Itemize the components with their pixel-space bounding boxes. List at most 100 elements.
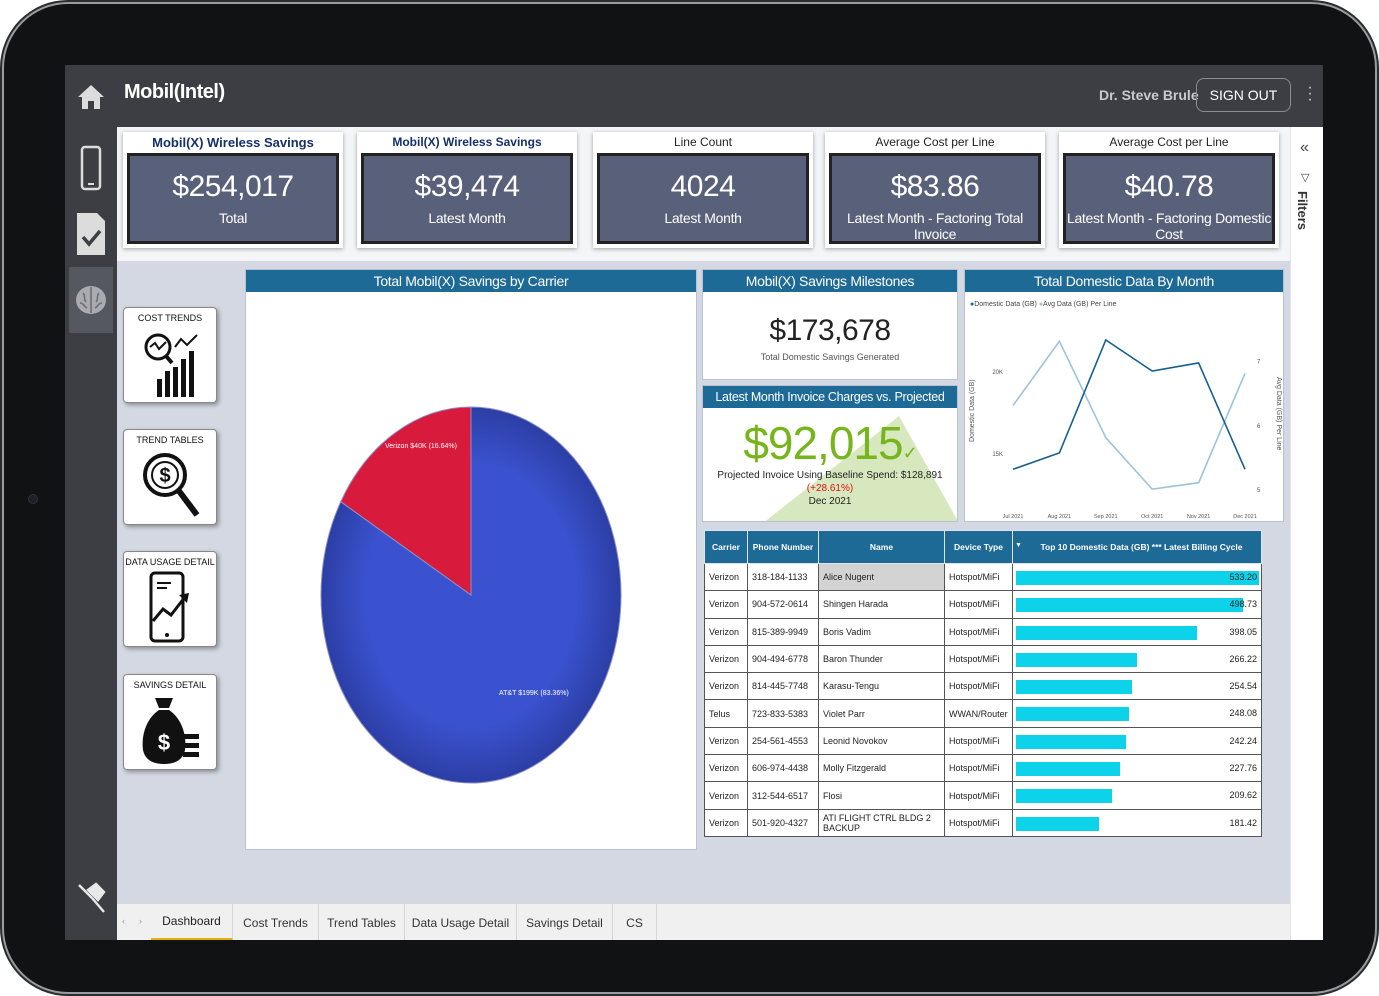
nav-card-label: DATA USAGE DETAIL — [125, 557, 215, 567]
table-cell: Verizon — [704, 590, 748, 619]
line-chart-legend: ●Domestic Data (GB) ●Avg Data (GB) Per L… — [970, 301, 1116, 308]
table-cell: Hotspot/MiFi — [944, 644, 1013, 674]
data-bar-cell: 209.62 — [1012, 781, 1262, 810]
table-cell: ATI FLIGHT CTRL BLDG 2 BACKUP — [818, 808, 945, 837]
table-cell: Hotspot/MiFi — [944, 617, 1013, 646]
table-cell: 815-389-9949 — [747, 617, 819, 646]
home-icon[interactable] — [69, 77, 113, 117]
table-cell: 904-494-6778 — [747, 644, 819, 674]
sort-desc-icon: ▼ — [1015, 542, 1022, 549]
table-row[interactable]: Verizon 606-974-4438 Molly Fitzgerald Hotsp… — [704, 754, 1262, 783]
tab-cs[interactable]: CS — [613, 904, 657, 940]
x-tick-label: Jul 2021 — [1003, 514, 1024, 520]
table-row[interactable]: Verizon 814-445-7748 Karasu-Tengu Hotspot/M… — [704, 672, 1262, 701]
table-row[interactable]: Telus 723-833-5383 Violet Parr WWAN/Router 2… — [704, 699, 1262, 728]
data-bar — [1016, 734, 1127, 749]
collapse-icon[interactable]: « — [1300, 139, 1309, 156]
nav-card-savings-detail[interactable]: SAVINGS DETAIL $ — [123, 674, 217, 770]
table-cell: Violet Parr — [818, 699, 945, 728]
milestones-title: Mobil(X) Savings Milestones — [703, 270, 957, 292]
table-cell: 254-561-4553 — [747, 726, 819, 756]
kpi-subtitle: Latest Month - Factoring Total Invoice — [847, 210, 1023, 242]
report-canvas: Mobil(X) Wireless Savings $254,017 Total … — [117, 127, 1290, 903]
table-row[interactable]: Verizon 815-389-9949 Boris Vadim Hotspot/Mi… — [704, 617, 1262, 646]
table-row[interactable]: Verizon 904-572-0614 Shingen Harada Hotspot… — [704, 590, 1262, 619]
legend-label: Domestic Data (GB) — [974, 301, 1037, 308]
data-bar — [1016, 762, 1120, 777]
col-header[interactable]: Phone Number — [747, 530, 819, 564]
user-name: Dr. Steve Brule — [1099, 87, 1199, 103]
data-bar — [1016, 707, 1130, 722]
table-cell: Verizon — [704, 617, 748, 646]
page-tabs: ‹ › Dashboard Cost Trends Trend Tables D… — [117, 903, 1290, 940]
tab-dashboard[interactable]: Dashboard — [151, 904, 233, 940]
pie-slice-verizon[interactable] — [340, 406, 472, 596]
invoice-title: Latest Month Invoice Charges vs. Project… — [703, 386, 957, 426]
phone-icon[interactable] — [69, 141, 113, 195]
nav-card-cost-trends[interactable]: COST TRENDS — [123, 307, 217, 403]
pie-chart — [320, 406, 622, 784]
table-row[interactable]: Verizon 501-920-4327 ATI FLIGHT CTRL BLDG … — [704, 808, 1262, 837]
data-bar-cell: 266.22 — [1012, 644, 1262, 674]
tab-next-icon[interactable]: › — [139, 916, 142, 926]
kpi-value: $39,474 — [414, 170, 520, 203]
pin-icon[interactable] — [69, 877, 113, 917]
kpi-value: $254,017 — [172, 170, 294, 203]
table-cell: Verizon — [704, 781, 748, 810]
x-tick-label: Oct 2021 — [1141, 514, 1163, 520]
nav-card-label: COST TRENDS — [137, 313, 203, 323]
brain-icon[interactable] — [69, 267, 113, 333]
top-bar: Mobil(Intel) Dr. Steve Brule SIGN OUT · ·… — [65, 65, 1323, 127]
kpi-card: Average Cost per Line $83.86 Latest Month… — [825, 132, 1045, 248]
screen: Mobil(Intel) Dr. Steve Brule SIGN OUT · ·… — [65, 65, 1323, 940]
tablet-frame: Mobil(Intel) Dr. Steve Brule SIGN OUT · ·… — [4, 4, 1375, 992]
tab-prev-icon[interactable]: ‹ — [122, 916, 125, 926]
invoice-month: Dec 2021 — [808, 496, 852, 507]
table-cell: Hotspot/MiFi — [944, 590, 1013, 619]
pie-label-att: AT&T $199K (83.36%) — [499, 690, 569, 697]
sign-out-button[interactable]: SIGN OUT — [1196, 78, 1291, 112]
data-bar-value: 533.20 — [1229, 572, 1257, 582]
milestones-panel: Mobil(X) Savings Milestones $173,678 Tot… — [702, 269, 958, 380]
table-row[interactable]: Verizon 904-494-6778 Baron Thunder Hotspot/… — [704, 644, 1262, 674]
tab-data-usage-detail[interactable]: Data Usage Detail — [405, 904, 517, 940]
x-tick-label: Sep 2021 — [1094, 514, 1118, 520]
series-line-domestic-data[interactable] — [1012, 338, 1246, 471]
tab-cost-trends[interactable]: Cost Trends — [233, 904, 319, 940]
kpi-title: Average Cost per Line — [1109, 135, 1229, 149]
filter-icon: ▽ — [1301, 172, 1310, 184]
table-cell: 501-920-4327 — [747, 808, 819, 837]
x-tick-label: Nov 2021 — [1187, 514, 1211, 520]
data-bar — [1016, 625, 1198, 640]
kpi-title: Mobil(X) Wireless Savings — [152, 135, 314, 150]
kpi-subtitle: Latest Month - Factoring Domestic Cost — [1066, 210, 1272, 242]
col-header[interactable]: Carrier — [704, 530, 748, 564]
document-check-icon[interactable] — [69, 207, 113, 261]
more-options-icon[interactable]: · · · — [1307, 79, 1313, 108]
kpi-title: Mobil(X) Wireless Savings — [392, 135, 542, 149]
tab-savings-detail[interactable]: Savings Detail — [517, 904, 613, 940]
nav-card-trend-tables[interactable]: TREND TABLES $ — [123, 429, 217, 525]
data-bar-cell: 248.08 — [1012, 699, 1262, 728]
kpi-card: Mobil(X) Wireless Savings $39,474 Latest … — [357, 132, 577, 248]
table-row[interactable]: Verizon 318-184-1133 Alice Nugent Hotspot/M… — [704, 562, 1262, 592]
col-header[interactable]: Name — [818, 530, 945, 564]
line-chart-title: Total Domestic Data By Month — [965, 270, 1283, 292]
invoice-amount: $92,015 — [743, 417, 903, 469]
data-bar-value: 498.73 — [1229, 599, 1257, 610]
col-header[interactable]: Device Type — [944, 530, 1013, 564]
series-line-avg-data[interactable] — [1012, 339, 1246, 490]
kpi-subtitle: Latest Month — [664, 210, 742, 226]
table-cell: 814-445-7748 — [747, 672, 819, 701]
nav-card-data-usage-detail[interactable]: DATA USAGE DETAIL — [123, 551, 217, 647]
kpi-value: $83.86 — [890, 170, 980, 203]
filters-pane[interactable]: « ▽ Filters — [1290, 127, 1323, 940]
line-chart: Domestic Data (GB) Avg Data (GB) Per Lin… — [969, 338, 1282, 520]
table-row[interactable]: Verizon 312-544-6517 Flosi Hotspot/MiFi 209.… — [704, 781, 1262, 810]
table-cell: 318-184-1133 — [747, 562, 819, 592]
kpi-row: Mobil(X) Wireless Savings $254,017 Total … — [117, 127, 1290, 261]
tab-trend-tables[interactable]: Trend Tables — [319, 904, 405, 940]
col-header-sorted[interactable]: ▼ Top 10 Domestic Data (GB) *** Latest Bi… — [1012, 530, 1262, 564]
table-row[interactable]: Verizon 254-561-4553 Leonid Novokov Hotspot… — [704, 726, 1262, 756]
col-header-label: Top 10 Domestic Data (GB) *** Latest Bil… — [1040, 542, 1243, 552]
